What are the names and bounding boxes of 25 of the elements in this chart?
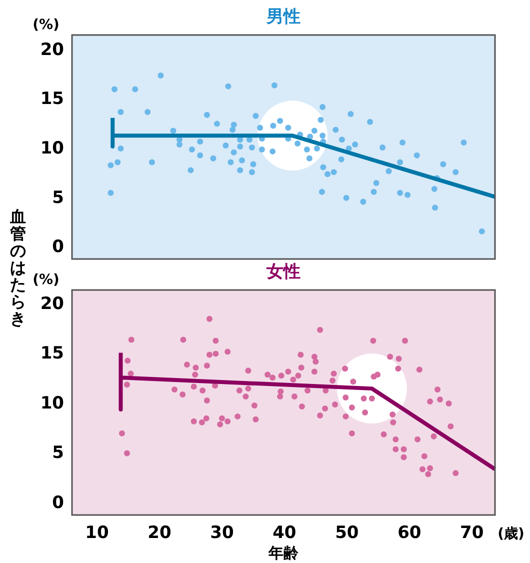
x-tick-label: 40	[272, 523, 296, 543]
y-tick-label: 15	[40, 344, 64, 364]
y-tick-label: 10	[40, 393, 64, 414]
y-axis-title: 血管のはたらき	[9, 207, 26, 328]
y-tick-label: 5	[52, 188, 64, 208]
y-tick-label: 20	[40, 294, 64, 314]
x-tick-label: 70	[460, 523, 484, 543]
x-axis-title: 年齢	[268, 544, 300, 562]
text: (%)	[32, 272, 60, 288]
chart-title: 男性	[266, 7, 300, 27]
x-tick-label: 60	[398, 523, 422, 543]
x-tick-label: 30	[210, 523, 234, 543]
text: (%)	[32, 17, 60, 33]
y-tick-label: 10	[40, 138, 64, 158]
x-tick-label: 50	[335, 523, 359, 543]
y-tick-label: 5	[52, 443, 64, 464]
y-tick-label: 15	[40, 89, 64, 110]
y-tick-label: 0	[52, 237, 64, 258]
line-series	[118, 350, 497, 472]
y-tick-label: 0	[52, 493, 64, 514]
text: (歳)	[498, 526, 524, 542]
x-tick-label: 20	[148, 523, 172, 543]
y-tick-label: 20	[40, 40, 64, 60]
x-tick-label: 10	[85, 523, 109, 543]
chart-title: 女性	[266, 262, 300, 282]
